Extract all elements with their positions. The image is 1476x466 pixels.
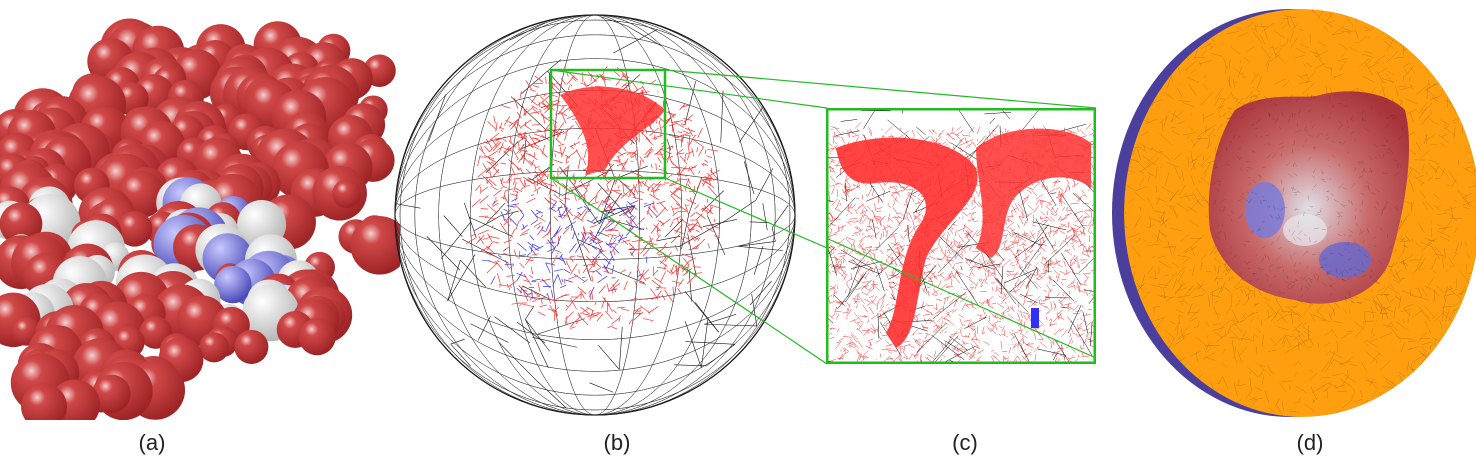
- disk-face: [1124, 9, 1476, 417]
- panel-b-spherical-mesh: [390, 0, 810, 425]
- panel-c-zoomed-mesh: [826, 108, 1096, 364]
- zoom-frame: [826, 108, 1096, 364]
- molecular-surface-image: [0, 18, 400, 420]
- caption-a: (a): [138, 430, 166, 455]
- molecule-mesh: [465, 66, 722, 330]
- panel-a-molecular-surface: [0, 0, 400, 420]
- disk-cross-section-image: [1112, 9, 1476, 417]
- zoomed-mesh-image: [826, 108, 1096, 364]
- molecule-cross-section: [1208, 91, 1410, 308]
- molecule-atoms: [0, 18, 400, 420]
- spherical-mesh-image: [394, 14, 796, 416]
- panel-d-disk-cross-section: [1105, 0, 1476, 425]
- caption-b: (b): [603, 430, 631, 455]
- caption-c: (c): [952, 430, 978, 455]
- caption-d: (d): [1296, 430, 1324, 455]
- zoomed-mesh-lines: [826, 108, 1096, 364]
- sphere-wireframe: [394, 14, 796, 416]
